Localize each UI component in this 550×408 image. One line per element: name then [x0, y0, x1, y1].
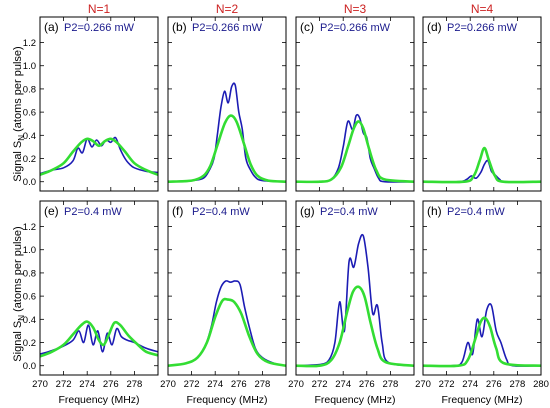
- plot-frame: [422, 200, 542, 376]
- panel-label: (e): [44, 204, 59, 218]
- power-annotation: P2=0.4 mW: [320, 206, 378, 218]
- column-title-4: N=4: [471, 2, 494, 16]
- y-axis-label-top: Signal SN (atoms per pulse): [12, 46, 26, 181]
- plot-frame: [295, 16, 415, 192]
- x-tick-label: 272: [56, 379, 72, 390]
- power-annotation: P2=0.266 mW: [64, 22, 135, 34]
- plot-frame: [39, 16, 159, 192]
- x-tick-label: 270: [160, 379, 176, 390]
- y-tick-label: 1.2: [23, 222, 36, 233]
- theory-curve: [423, 146, 541, 184]
- y-tick-label: 1.0: [23, 245, 36, 256]
- theory-curve: [40, 137, 158, 177]
- panel-label: (f): [172, 204, 183, 218]
- plot-frame: [167, 200, 287, 376]
- y-tick-label: 0.0: [23, 361, 36, 372]
- panel-b: (b) P2=0.266 mW: [167, 16, 287, 192]
- panel-c: (c) P2=0.266 mW: [295, 16, 415, 192]
- y-tick-label: 0.6: [23, 108, 36, 119]
- x-tick-label: 272: [312, 379, 328, 390]
- panel-label: (h): [427, 204, 442, 218]
- x-tick-label: 274: [462, 379, 478, 390]
- theory-curve: [296, 285, 414, 368]
- x-tick-label: 280: [533, 379, 549, 390]
- panel-h: (h) P2=0.4 mW 270 272 274 276 278 280 Frequency …: [415, 200, 549, 406]
- panel-label: (c): [300, 20, 314, 34]
- power-annotation: P2=0.266 mW: [447, 22, 518, 34]
- panel-e: (e) P2=0.4 mW 0.0 0.2 0.4 0.6 0.8 1.0 1.2 270 272 2…: [23, 200, 159, 406]
- experiment-curve: [168, 280, 286, 367]
- x-tick-label: 276: [359, 379, 375, 390]
- experiment-curve: [423, 303, 541, 367]
- x-tick-label: 270: [32, 379, 48, 390]
- plot-frame: [39, 200, 159, 376]
- theory-curve: [168, 114, 286, 183]
- power-annotation: P2=0.4 mW: [192, 206, 250, 218]
- x-tick-label: 270: [415, 379, 431, 390]
- panel-label: (g): [300, 204, 315, 218]
- y-tick-label: 0.8: [23, 268, 36, 279]
- y-tick-label: 0.0: [23, 177, 36, 188]
- x-tick-label: 270: [288, 379, 304, 390]
- plot-frame: [295, 200, 415, 376]
- x-axis-label: Frequency (MHz): [186, 394, 267, 406]
- panel-a: (a) P2=0.266 mW 0.0 0.2 0.4 0.6 0.8 1.0 1.2: [23, 16, 159, 192]
- x-tick-label: 272: [439, 379, 455, 390]
- x-tick-label: 276: [231, 379, 247, 390]
- x-tick-label: 274: [207, 379, 223, 390]
- x-tick-label: 278: [126, 379, 142, 390]
- theory-curve: [168, 297, 286, 367]
- x-tick-label: 278: [382, 379, 398, 390]
- y-tick-label: 0.2: [23, 338, 36, 349]
- y-axis-label-bottom: Signal SN (atoms per pulse): [12, 226, 26, 361]
- y-tick-label: 0.8: [23, 84, 36, 95]
- panel-label: (d): [427, 20, 442, 34]
- power-annotation: P2=0.4 mW: [447, 206, 505, 218]
- y-tick-label: 0.4: [23, 131, 36, 142]
- plot-frame: [422, 16, 542, 192]
- experiment-curve: [423, 159, 541, 183]
- theory-curve: [296, 120, 414, 184]
- y-tick-label: 1.0: [23, 61, 36, 72]
- column-title-3: N=3: [344, 2, 367, 16]
- x-tick-label: 278: [509, 379, 525, 390]
- x-tick-label: 278: [254, 379, 270, 390]
- column-title-2: N=2: [216, 2, 239, 16]
- x-tick-label: 272: [184, 379, 200, 390]
- plot-frame: [167, 16, 287, 192]
- panel-label: (b): [172, 20, 187, 34]
- panel-d: (d) P2=0.266 mW: [422, 16, 542, 192]
- y-tick-label: 0.2: [23, 154, 36, 165]
- x-tick-label: 274: [335, 379, 351, 390]
- x-axis-label: Frequency (MHz): [441, 394, 522, 406]
- y-tick-label: 0.4: [23, 315, 36, 326]
- power-annotation: P2=0.266 mW: [320, 22, 391, 34]
- experiment-curve: [168, 82, 286, 183]
- x-tick-label: 276: [103, 379, 119, 390]
- column-title-1: N=1: [88, 2, 111, 16]
- power-annotation: P2=0.4 mW: [64, 206, 122, 218]
- y-tick-label: 1.2: [23, 38, 36, 49]
- x-axis-label: Frequency (MHz): [58, 394, 139, 406]
- y-tick-label: 0.6: [23, 292, 36, 303]
- theory-curve: [40, 320, 158, 358]
- theory-curve: [423, 316, 541, 368]
- experiment-curve: [296, 233, 414, 367]
- x-tick-label: 274: [79, 379, 95, 390]
- x-axis-label: Frequency (MHz): [314, 394, 395, 406]
- panel-g: (g) P2=0.4 mW 270 272 274 276 278 Frequency (MH…: [288, 200, 415, 406]
- panel-label: (a): [44, 20, 59, 34]
- panel-f: (f) P2=0.4 mW 270 272 274 276 278 Frequency (MH…: [160, 200, 287, 406]
- x-tick-label: 276: [486, 379, 502, 390]
- power-annotation: P2=0.266 mW: [192, 22, 263, 34]
